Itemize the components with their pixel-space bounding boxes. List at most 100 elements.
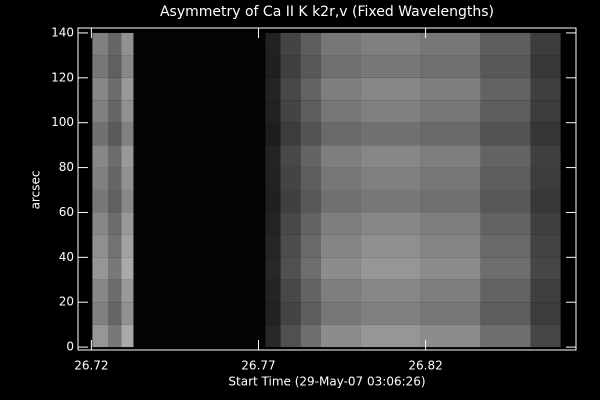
heatmap-cell: [121, 55, 134, 78]
heatmap-cell: [280, 167, 301, 191]
heatmap-cell: [92, 257, 109, 280]
heatmap-cell: [420, 324, 481, 348]
heatmap-cell: [280, 324, 301, 348]
heatmap-cell: [265, 100, 281, 123]
heatmap-cell: [92, 167, 109, 191]
heatmap-cell: [320, 122, 361, 146]
heatmap-cell: [300, 32, 321, 56]
heatmap-cell: [360, 77, 421, 101]
heatmap-cell: [480, 234, 531, 258]
heatmap-cell: [480, 324, 531, 348]
heatmap-cell: [360, 55, 421, 78]
heatmap-cell: [420, 279, 481, 303]
heatmap-cell: [300, 234, 321, 258]
heatmap-cell: [265, 167, 281, 191]
heatmap-cell: [92, 100, 109, 123]
heatmap-cell: [360, 145, 421, 168]
heatmap-cell: [265, 55, 281, 78]
heatmap-cell: [480, 77, 531, 101]
heatmap-cell: [121, 212, 134, 235]
heatmap-cell: [320, 324, 361, 348]
heatmap-cell: [121, 234, 134, 258]
heatmap-cell: [92, 122, 109, 146]
heatmap-cell: [480, 55, 531, 78]
heatmap-cell: [92, 234, 109, 258]
heatmap-cell: [265, 302, 281, 325]
heatmap-cell: [360, 100, 421, 123]
heatmap-cell: [133, 279, 266, 303]
heatmap-cell: [320, 77, 361, 101]
heatmap-cell: [133, 302, 266, 325]
heatmap-cell: [280, 55, 301, 78]
heatmap-cell: [121, 77, 134, 101]
heatmap-cell: [108, 324, 122, 348]
heatmap-cell: [121, 100, 134, 123]
heatmap-cell: [121, 302, 134, 325]
x-axis-label: Start Time (29-May-07 03:06:26): [228, 375, 425, 389]
heatmap-cell: [133, 145, 266, 168]
y-tick-label: 80: [59, 160, 74, 174]
heatmap-cell: [108, 279, 122, 303]
heatmap-cell: [420, 302, 481, 325]
heatmap-cell: [420, 212, 481, 235]
heatmap-cell: [92, 324, 109, 348]
heatmap-cell: [280, 100, 301, 123]
heatmap-cell: [480, 100, 531, 123]
heatmap-cell: [420, 145, 481, 168]
heatmap-cell: [133, 212, 266, 235]
x-tick-label: 26.72: [74, 359, 108, 373]
heatmap-cell: [280, 257, 301, 280]
y-tick-label: 100: [51, 115, 74, 129]
heatmap-cell: [300, 190, 321, 213]
heatmap-cell: [92, 302, 109, 325]
heatmap-cell: [360, 279, 421, 303]
heatmap-cell: [121, 279, 134, 303]
heatmap-cell: [92, 145, 109, 168]
heatmap-cell: [360, 167, 421, 191]
heatmap-cell: [265, 145, 281, 168]
heatmap-cell: [280, 302, 301, 325]
heatmap-cell: [530, 190, 561, 213]
heatmap-cell: [420, 100, 481, 123]
heatmap-cell: [360, 212, 421, 235]
heatmap-cell: [360, 122, 421, 146]
heatmap-cell: [108, 122, 122, 146]
plot-frame: [77, 27, 577, 351]
heatmap-cell: [92, 32, 109, 56]
heatmap-cell: [300, 55, 321, 78]
heatmap-cell: [420, 167, 481, 191]
heatmap-cell: [280, 77, 301, 101]
y-tick-label: 40: [59, 250, 74, 264]
heatmap-cell: [530, 77, 561, 101]
heatmap-cell: [121, 257, 134, 280]
heatmap-cell: [92, 212, 109, 235]
heatmap-cell: [280, 234, 301, 258]
heatmap-cell: [108, 190, 122, 213]
heatmap-cell: [265, 324, 281, 348]
heatmap-cell: [121, 122, 134, 146]
heatmap-cell: [320, 100, 361, 123]
heatmap-cell: [530, 32, 561, 56]
heatmap-cell: [300, 100, 321, 123]
heatmap-cell: [530, 234, 561, 258]
heatmap-cell: [92, 55, 109, 78]
heatmap-cell: [530, 55, 561, 78]
heatmap-cell: [133, 32, 266, 56]
heatmap-cell: [320, 257, 361, 280]
heatmap-cell: [121, 145, 134, 168]
heatmap-cell: [530, 279, 561, 303]
heatmap-cell: [320, 212, 361, 235]
heatmap-cell: [108, 212, 122, 235]
heatmap-cell: [280, 122, 301, 146]
heatmap-cell: [420, 234, 481, 258]
heatmap-cell: [320, 145, 361, 168]
heatmap-cell: [265, 279, 281, 303]
heatmap-cell: [480, 167, 531, 191]
heatmap-cell: [133, 190, 266, 213]
heatmap-cell: [300, 302, 321, 325]
heatmap-cell: [420, 122, 481, 146]
y-tick-label: 0: [66, 340, 74, 354]
heatmap-cell: [280, 32, 301, 56]
heatmap-cell: [92, 279, 109, 303]
